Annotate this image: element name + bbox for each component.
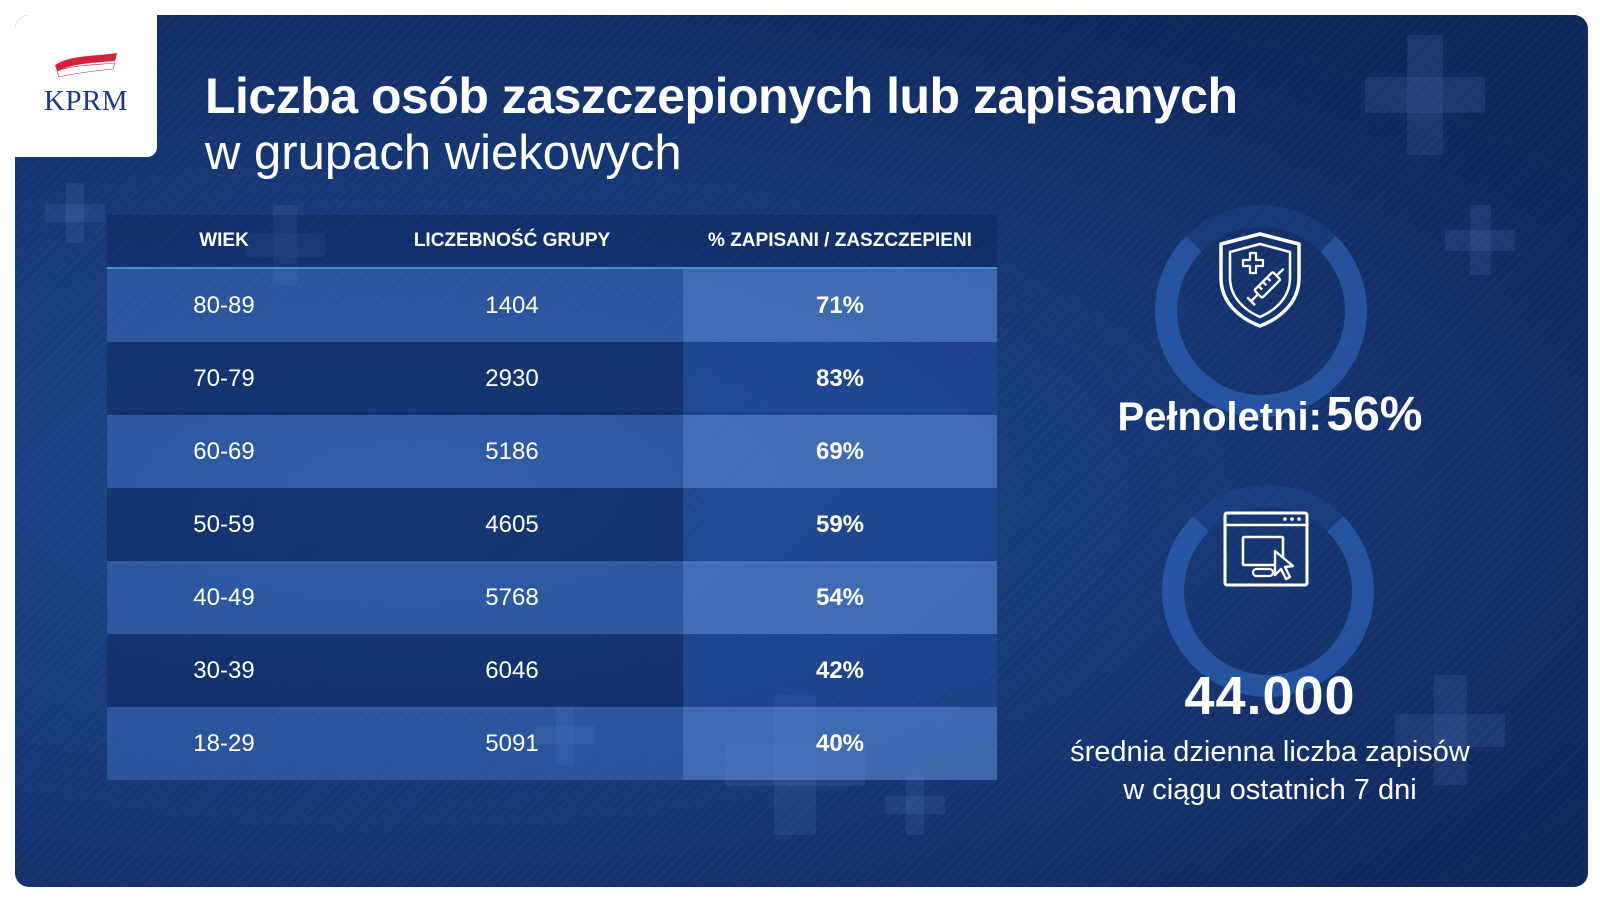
age-cell: 18-29 (107, 707, 341, 780)
count-cell: 5186 (341, 415, 683, 488)
logo: KPRM (15, 15, 157, 157)
table-header: WIEK LICZEBNOŚĆ GRUPY % ZAPISANI / ZASZC… (107, 215, 997, 269)
count-cell: 5768 (341, 561, 683, 634)
percent-cell: 42% (683, 634, 997, 707)
page-subtitle: w grupach wiekowych (205, 126, 682, 180)
count-cell: 6046 (341, 634, 683, 707)
plus-decoration (535, 705, 595, 765)
column-header-count: LICZEBNOŚĆ GRUPY (413, 230, 611, 251)
daily-signups-caption: średnia dzienna liczba zapisów w ciągu o… (1015, 733, 1525, 809)
plus-decoration (245, 205, 325, 285)
plus-decoration (885, 775, 945, 835)
page-title: Liczba osób zaszczepionych lub zapisanyc… (205, 68, 1238, 124)
logo-text: KPRM (43, 85, 129, 117)
percent-cell: 69% (683, 415, 997, 488)
table-row: 40-49 5768 54% (107, 561, 997, 634)
percent-cell: 40% (683, 707, 997, 780)
count-cell: 1404 (341, 269, 683, 342)
age-group-table: WIEK LICZEBNOŚĆ GRUPY % ZAPISANI / ZASZC… (107, 215, 997, 780)
age-cell: 50-59 (107, 488, 341, 561)
adult-percent-stat: Pełnoletni: 56% (1045, 387, 1495, 442)
age-cell: 80-89 (107, 269, 341, 342)
column-header-age: WIEK (199, 230, 249, 251)
table-row: 50-59 4605 59% (107, 488, 997, 561)
percent-cell: 59% (683, 488, 997, 561)
daily-signups-value: 44.000 (1184, 666, 1356, 726)
percent-cell: 83% (683, 342, 997, 415)
age-cell: 60-69 (107, 415, 341, 488)
table-row: 60-69 5186 69% (107, 415, 997, 488)
infographic-card: KPRM Liczba osób zaszczepionych lub zapi… (15, 15, 1588, 887)
shield-syringe-icon (1219, 232, 1301, 328)
count-cell: 5091 (341, 707, 683, 780)
percent-cell: 54% (683, 561, 997, 634)
count-cell: 2930 (341, 342, 683, 415)
age-cell: 70-79 (107, 342, 341, 415)
percent-cell: 71% (683, 269, 997, 342)
column-header-percent: % ZAPISANI / ZASZCZEPIENI (708, 230, 972, 251)
table-row: 80-89 1404 71% (107, 269, 997, 342)
plus-decoration (1395, 675, 1505, 785)
table-row: 30-39 6046 42% (107, 634, 997, 707)
flag-icon (55, 53, 117, 78)
plus-decoration (45, 183, 105, 243)
age-cell: 30-39 (107, 634, 341, 707)
adult-label: Pełnoletni: (1117, 395, 1322, 439)
count-cell: 4605 (341, 488, 683, 561)
age-cell: 40-49 (107, 561, 341, 634)
plus-decoration (1445, 205, 1515, 275)
table-row: 18-29 5091 40% (107, 707, 997, 780)
caption-line: w ciągu ostatnich 7 dni (1123, 774, 1417, 806)
adult-value: 56% (1326, 388, 1423, 441)
caption-line: średnia dzienna liczba zapisów (1070, 736, 1470, 768)
table-row: 70-79 2930 83% (107, 342, 997, 415)
plus-decoration (1365, 35, 1485, 155)
browser-click-icon (1223, 511, 1309, 587)
